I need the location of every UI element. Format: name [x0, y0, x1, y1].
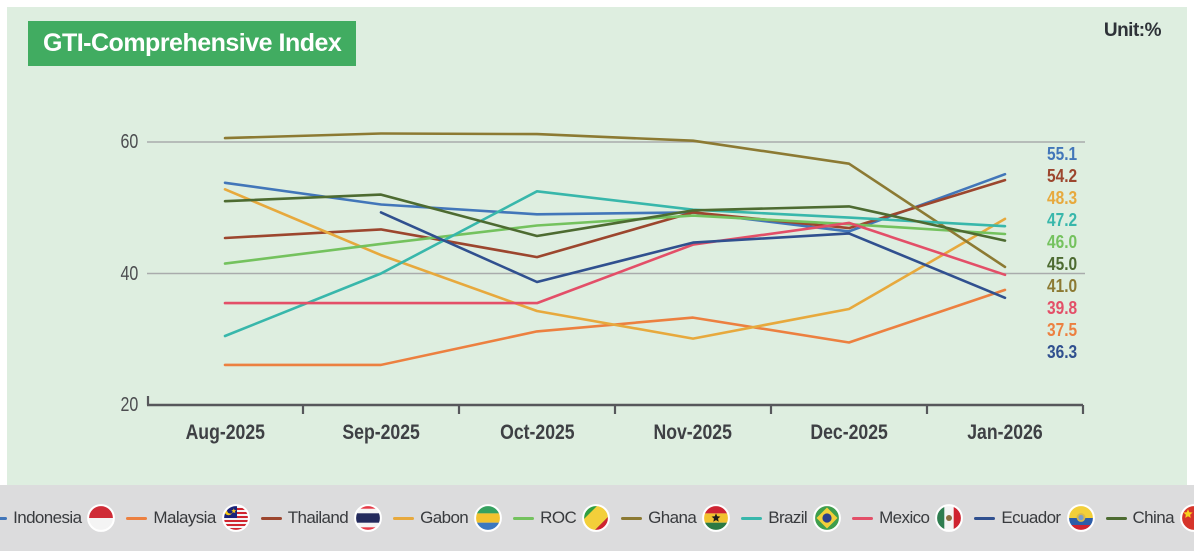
legend-item-label: ROC	[540, 508, 577, 527]
legend-line-swatch	[0, 516, 8, 520]
flag-brazil-icon	[813, 504, 842, 532]
legend-item-label: Mexico	[879, 508, 930, 527]
legend-item-ecuador[interactable]: Ecuador	[974, 504, 1095, 532]
legend-line-swatch	[974, 516, 996, 520]
flag-ghana-svg	[702, 504, 731, 532]
flag-ecuador-icon	[1066, 504, 1095, 532]
flag-china-svg	[1180, 504, 1194, 532]
legend-item-brazil[interactable]: Brazil	[741, 504, 842, 532]
unit-label: Unit:%	[1103, 20, 1162, 41]
legend-item-ghana[interactable]: Ghana	[621, 504, 731, 532]
flag-mexico-icon	[935, 504, 964, 532]
flag-china-icon	[1180, 504, 1194, 532]
legend-item-label: Malaysia	[153, 508, 216, 527]
flag-roc-svg	[582, 504, 611, 532]
legend-item-label: Ecuador	[1001, 508, 1061, 527]
flag-indonesia-icon	[87, 504, 116, 532]
legend-line-swatch	[260, 516, 282, 520]
legend-line-swatch	[1105, 516, 1127, 520]
legend-item-label: Indonesia	[13, 508, 82, 527]
legend-item-thailand[interactable]: Thailand	[260, 504, 383, 532]
flag-gabon-svg	[474, 504, 503, 532]
legend-line-swatch	[513, 516, 535, 520]
flag-gabon-icon	[474, 504, 503, 532]
legend-item-gabon[interactable]: Gabon	[393, 504, 503, 532]
flag-roc-icon	[582, 504, 611, 532]
page-title-text: GTI-Comprehensive Index	[43, 29, 342, 57]
flag-thailand-svg	[354, 504, 383, 532]
legend-line-swatch	[621, 516, 643, 520]
flag-ghana-icon	[702, 504, 731, 532]
legend-item-label: Gabon	[420, 508, 469, 527]
legend-line-swatch	[393, 516, 415, 520]
legend-item-label: Ghana	[648, 508, 697, 527]
legend-item-label: Thailand	[287, 508, 349, 527]
legend-item-indonesia[interactable]: Indonesia	[0, 504, 116, 532]
legend-item-label: Brazil	[768, 508, 808, 527]
legend: Indonesia Malaysia Thailand Gabon ROC Ghana Br…	[0, 485, 1194, 551]
flag-malaysia-svg	[221, 504, 250, 532]
legend-line-swatch	[852, 516, 874, 520]
legend-item-china[interactable]: China	[1105, 504, 1194, 532]
legend-line-swatch	[126, 516, 148, 520]
flag-brazil-svg	[813, 504, 842, 532]
flag-mexico-svg	[935, 504, 964, 532]
flag-thailand-icon	[354, 504, 383, 532]
legend-item-label: China	[1132, 508, 1175, 527]
legend-item-malaysia[interactable]: Malaysia	[126, 504, 250, 532]
legend-item-mexico[interactable]: Mexico	[852, 504, 964, 532]
legend-item-roc[interactable]: ROC	[513, 504, 611, 532]
flag-indonesia-svg	[87, 504, 116, 532]
legend-line-swatch	[741, 516, 763, 520]
chart-panel: GTI-Comprehensive Index Unit:%	[7, 7, 1187, 485]
page-title: GTI-Comprehensive Index	[28, 21, 357, 66]
flag-ecuador-svg	[1066, 504, 1095, 532]
flag-malaysia-icon	[221, 504, 250, 532]
